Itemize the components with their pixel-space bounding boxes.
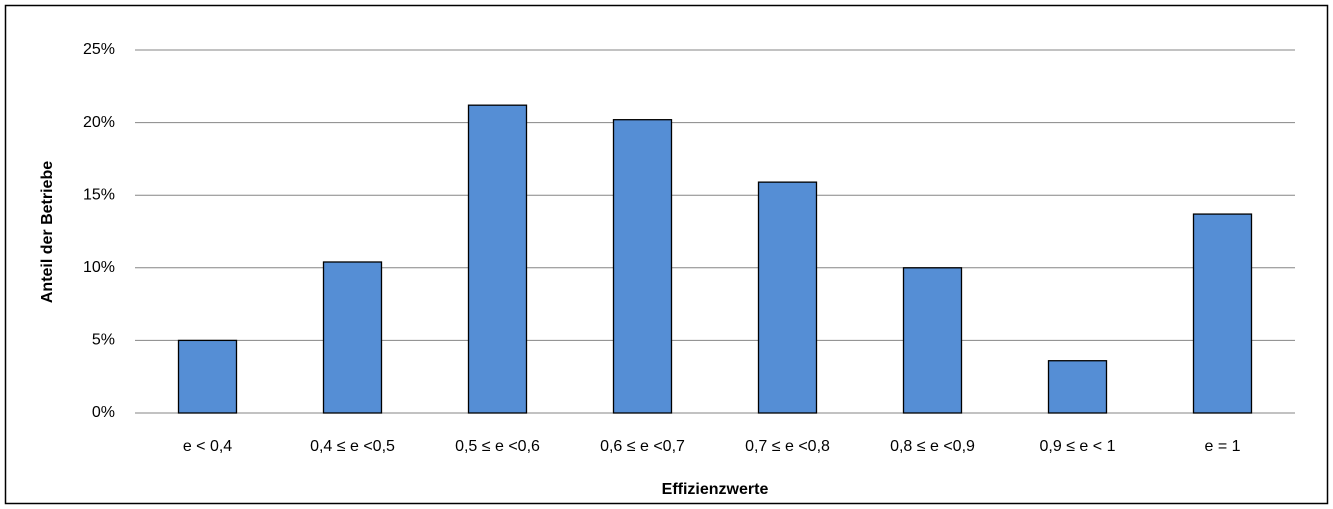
y-tick-label: 5% — [92, 332, 115, 349]
y-tick-label: 15% — [83, 186, 115, 203]
x-tick-label: 0,9 ≤ e < 1 — [1040, 438, 1116, 455]
x-tick-label: 0,5 ≤ e <0,6 — [455, 438, 540, 455]
x-tick-label: 0,6 ≤ e <0,7 — [600, 438, 685, 455]
y-tick-label: 20% — [83, 114, 115, 131]
bar — [612, 119, 673, 414]
x-axis-title: Effizienzwerte — [662, 481, 769, 498]
x-tick-label: e < 0,4 — [183, 438, 232, 455]
bar — [177, 339, 238, 414]
x-tick-label: 0,4 ≤ e <0,5 — [310, 438, 395, 455]
x-tick-label: 0,8 ≤ e <0,9 — [890, 438, 975, 455]
bar — [1192, 213, 1253, 414]
bar — [902, 267, 963, 414]
bar — [757, 181, 818, 414]
bar — [322, 261, 383, 414]
y-tick-label: 25% — [83, 41, 115, 58]
bar — [467, 104, 528, 414]
bar — [1047, 360, 1108, 414]
y-axis-title: Anteil der Betriebe — [39, 161, 56, 303]
x-tick-label: 0,7 ≤ e <0,8 — [745, 438, 830, 455]
y-tick-label: 0% — [92, 404, 115, 421]
x-tick-label: e = 1 — [1204, 438, 1240, 455]
y-tick-label: 10% — [83, 259, 115, 276]
